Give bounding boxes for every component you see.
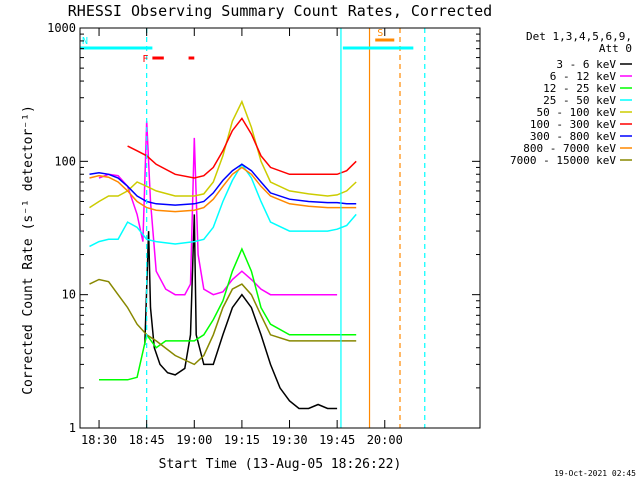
- flag-label-4: S: [377, 28, 383, 39]
- series-line-0: [144, 214, 338, 410]
- series-line-1: [98, 121, 338, 296]
- series-line-3: [89, 162, 357, 248]
- y-tick-label-3: 1000: [47, 21, 76, 35]
- legend-entry-2: 12 - 25 keV: [543, 82, 616, 95]
- series-line-8: [89, 278, 357, 366]
- flag-label-1: F: [142, 54, 148, 65]
- legend-entry-5: 100 - 300 keV: [530, 118, 616, 131]
- series-line-6: [89, 163, 357, 206]
- axes: 1 10 100 1000 18:30 18:45 19:00 19:15 19:30 19:45…: [47, 21, 481, 447]
- series-line-7: [89, 166, 357, 213]
- x-tick-label-5: 19:45: [319, 433, 355, 447]
- footer-timestamp: 19-Oct-2021 02:45: [554, 469, 636, 478]
- series-line-5: [127, 117, 357, 179]
- plot-area: N F S: [80, 28, 426, 428]
- legend-entry-8: 7000 - 15000 keV: [510, 154, 616, 167]
- legend-header-0: Det 1,3,4,5,6,9,: [526, 30, 632, 43]
- legend-entry-7: 800 - 7000 keV: [523, 142, 616, 155]
- chart-title: RHESSI Observing Summary Count Rates, Co…: [68, 2, 492, 20]
- x-tick-label-1: 18:45: [129, 433, 165, 447]
- legend-entry-3: 25 - 50 keV: [543, 94, 616, 107]
- legend-entry-0: 3 - 6 keV: [556, 58, 616, 71]
- y-tick-label-0: 1: [69, 421, 76, 435]
- y-tick-label-1: 10: [62, 288, 76, 302]
- legend-entry-4: 50 - 100 keV: [537, 106, 617, 119]
- y-tick-label-2: 100: [54, 154, 76, 168]
- y-axis-label: Corrected Count Rate (s⁻¹ detector⁻¹): [21, 105, 36, 395]
- x-tick-label-3: 19:15: [224, 433, 260, 447]
- legend-entry-1: 6 - 12 keV: [550, 70, 617, 83]
- series-line-4: [89, 99, 357, 209]
- x-axis-label: Start Time (13-Aug-05 18:26:22): [159, 457, 402, 472]
- x-tick-label-0: 18:30: [81, 433, 117, 447]
- x-tick-label-2: 19:00: [176, 433, 212, 447]
- legend-header-1: Att 0: [599, 42, 632, 55]
- legend-entry-6: 300 - 800 keV: [530, 130, 616, 143]
- x-tick-label-6: 20:00: [367, 433, 403, 447]
- series-line-2: [99, 247, 357, 381]
- flag-label-0: N: [82, 36, 88, 47]
- plot-frame: [79, 27, 481, 429]
- x-tick-label-4: 19:30: [271, 433, 307, 447]
